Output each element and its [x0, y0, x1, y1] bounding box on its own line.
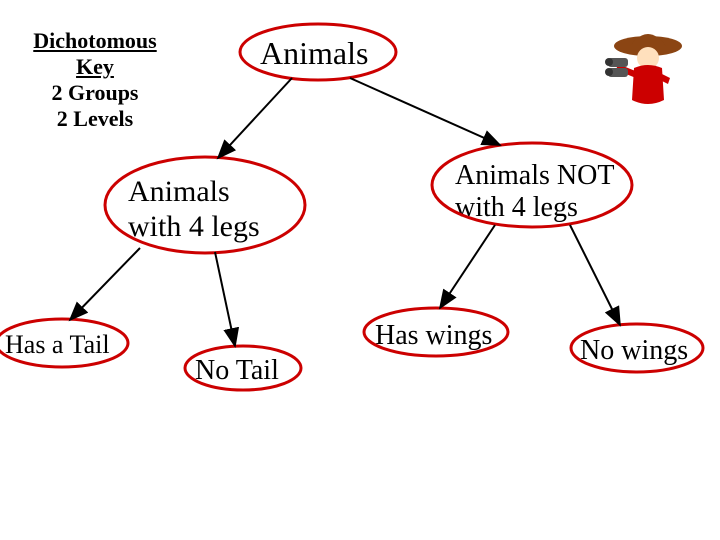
leaf-no-wings: No wings [580, 335, 688, 367]
leaf-no-tail: No Tail [195, 355, 279, 387]
node-right-line2: with 4 legs [455, 192, 578, 224]
node-right-line1: Animals NOT [455, 160, 614, 192]
node-left-line2: with 4 legs [128, 210, 260, 244]
header-sub-line2: 2 Levels [20, 106, 170, 132]
node-left-line1: Animals [128, 175, 230, 209]
leaf-has-wings: Has wings [375, 320, 492, 352]
ranger-icon [605, 34, 682, 104]
header-title-line2: Key [20, 54, 170, 80]
node-root: Animals [260, 35, 368, 72]
leaf-has-tail: Has a Tail [5, 330, 110, 360]
header-block: Dichotomous Key 2 Groups 2 Levels [20, 28, 170, 132]
header-sub-line1: 2 Groups [20, 80, 170, 106]
header-title-line1: Dichotomous [20, 28, 170, 54]
